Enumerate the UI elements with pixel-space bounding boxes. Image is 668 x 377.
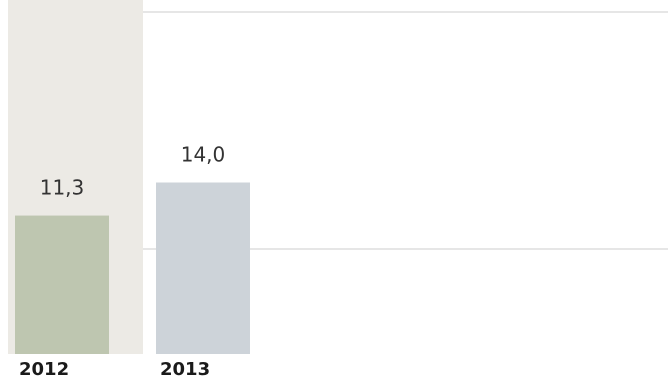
- bar-2013: [156, 182, 250, 354]
- category-label-2013: 2013: [160, 359, 210, 377]
- bars-group: [15, 182, 250, 354]
- value-label-2012: 11,3: [40, 176, 85, 200]
- value-label-2013: 14,0: [181, 143, 226, 167]
- bar-2012: [15, 215, 109, 354]
- category-label-2012: 2012: [19, 359, 69, 377]
